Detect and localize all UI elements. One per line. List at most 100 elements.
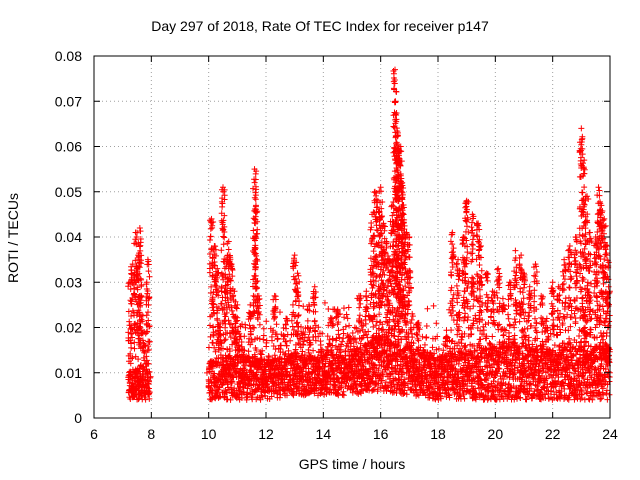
data-point [251,179,258,186]
data-point [242,324,249,331]
data-point-peak [377,184,384,191]
data-point [303,386,310,393]
data-point [285,347,292,354]
data-point [363,297,370,304]
data-point [370,305,377,312]
data-point [289,301,296,308]
data-point [139,363,146,370]
data-point [274,336,281,343]
data-point [260,336,267,343]
data-point [218,247,225,254]
data-point [300,376,307,383]
data-point [221,337,228,344]
data-point [220,233,227,240]
data-point [220,241,227,248]
data-point-peak [371,188,378,195]
data-point [221,234,228,241]
data-point [283,342,290,349]
data-point [263,318,270,325]
data-point-peak [208,215,215,222]
data-point [273,321,280,328]
data-point [421,341,428,348]
data-point [145,391,152,398]
data-point [345,304,352,311]
data-point [207,225,214,232]
data-point [289,391,296,398]
data-point [433,320,440,327]
data-point [283,392,290,399]
data-point [223,389,230,396]
data-point [282,338,289,345]
data-point [289,323,296,330]
data-point [228,367,235,374]
data-point-peak [271,292,278,299]
data-point [225,246,232,253]
data-point [286,371,293,378]
data-point [252,265,259,272]
data-point-peak [311,283,318,290]
data-point [400,390,407,397]
data-point [144,261,151,268]
data-point-peak [291,252,298,259]
data-point [263,337,270,344]
data-point [252,245,259,252]
data-point [226,320,233,327]
data-point [340,305,347,312]
data-point [276,394,283,401]
data-point [251,272,258,279]
data-point [256,335,263,342]
data-point-peak [240,347,247,354]
data-point [243,396,250,403]
data-point [390,67,397,74]
data-point [146,390,153,397]
data-point [300,303,307,310]
data-point [301,352,308,359]
data-point [257,396,264,403]
data-point [268,393,275,400]
data-point [499,295,506,302]
data-point [223,358,230,365]
data-point [136,383,143,390]
data-point [254,335,261,342]
data-point [392,98,399,105]
data-point [209,365,216,372]
data-point [287,382,294,389]
data-point [135,356,142,363]
data-point-peak [363,288,370,295]
data-point [274,335,281,342]
data-point [367,255,374,262]
data-point-peak [351,324,358,331]
data-point [145,268,152,275]
data-point [219,345,226,352]
data-point [295,385,302,392]
data-point-peak [392,66,398,73]
data-point [277,391,284,398]
data-point [344,315,351,322]
data-point [145,385,152,392]
data-point [299,348,306,355]
data-point-peak [132,229,139,236]
data-point [380,326,387,333]
data-point [143,353,150,360]
data-point [146,389,153,396]
data-point [143,312,150,319]
data-point [207,233,214,240]
data-point [208,368,215,375]
data-point [250,227,257,234]
data-point [277,309,283,316]
data-point [423,323,430,330]
data-point [295,312,302,319]
data-point [296,384,303,391]
data-point [205,344,212,351]
data-point [340,392,347,399]
roti-series [125,66,613,403]
data-point [244,393,251,400]
data-point [131,345,138,352]
data-point [131,285,138,292]
data-point-peak [144,360,151,367]
data-point [391,333,398,340]
data-point [253,284,260,291]
data-point [224,396,231,403]
data-point-peak [136,224,143,231]
